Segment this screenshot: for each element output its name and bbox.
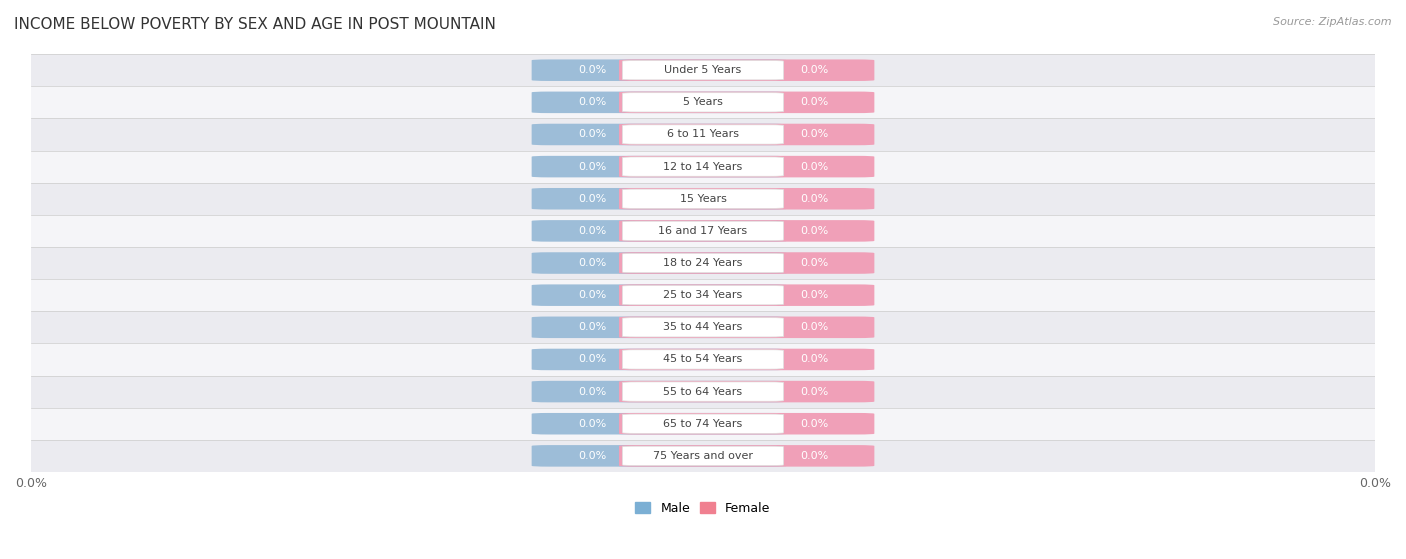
Text: 0.0%: 0.0% [578, 354, 606, 364]
FancyBboxPatch shape [531, 445, 787, 467]
FancyBboxPatch shape [531, 92, 787, 113]
Bar [31, 215, 1375, 247]
FancyBboxPatch shape [531, 316, 787, 338]
FancyBboxPatch shape [619, 156, 875, 177]
Text: 0.0%: 0.0% [578, 323, 606, 332]
Bar [31, 247, 1375, 279]
Text: 0.0%: 0.0% [578, 258, 606, 268]
FancyBboxPatch shape [619, 92, 875, 113]
FancyBboxPatch shape [623, 350, 783, 369]
FancyBboxPatch shape [531, 252, 787, 274]
Text: 0.0%: 0.0% [578, 290, 606, 300]
Bar [31, 54, 1375, 86]
Bar [31, 311, 1375, 343]
Text: 0.0%: 0.0% [578, 419, 606, 429]
FancyBboxPatch shape [531, 156, 787, 177]
Text: 12 to 14 Years: 12 to 14 Years [664, 162, 742, 172]
FancyBboxPatch shape [623, 221, 783, 240]
FancyBboxPatch shape [623, 382, 783, 401]
Text: 0.0%: 0.0% [578, 65, 606, 75]
Legend: Male, Female: Male, Female [630, 497, 776, 520]
Text: 75 Years and over: 75 Years and over [652, 451, 754, 461]
Text: 45 to 54 Years: 45 to 54 Years [664, 354, 742, 364]
FancyBboxPatch shape [619, 285, 875, 306]
FancyBboxPatch shape [531, 413, 787, 434]
Text: 55 to 64 Years: 55 to 64 Years [664, 387, 742, 396]
FancyBboxPatch shape [619, 252, 875, 274]
Bar [31, 119, 1375, 150]
Text: 0.0%: 0.0% [800, 162, 828, 172]
FancyBboxPatch shape [623, 318, 783, 337]
FancyBboxPatch shape [619, 220, 875, 241]
FancyBboxPatch shape [623, 60, 783, 80]
Text: 0.0%: 0.0% [800, 387, 828, 396]
FancyBboxPatch shape [619, 381, 875, 402]
Text: 0.0%: 0.0% [800, 65, 828, 75]
Bar [31, 150, 1375, 183]
FancyBboxPatch shape [623, 125, 783, 144]
FancyBboxPatch shape [531, 124, 787, 145]
Bar [31, 343, 1375, 376]
Text: 18 to 24 Years: 18 to 24 Years [664, 258, 742, 268]
FancyBboxPatch shape [619, 349, 875, 370]
FancyBboxPatch shape [619, 59, 875, 81]
Text: 15 Years: 15 Years [679, 194, 727, 203]
FancyBboxPatch shape [531, 381, 787, 402]
FancyBboxPatch shape [623, 446, 783, 466]
FancyBboxPatch shape [619, 316, 875, 338]
Text: 6 to 11 Years: 6 to 11 Years [666, 130, 740, 140]
Text: 5 Years: 5 Years [683, 97, 723, 107]
FancyBboxPatch shape [619, 188, 875, 210]
Text: 65 to 74 Years: 65 to 74 Years [664, 419, 742, 429]
Text: 0.0%: 0.0% [800, 258, 828, 268]
Text: 16 and 17 Years: 16 and 17 Years [658, 226, 748, 236]
Bar [31, 408, 1375, 440]
Bar [31, 440, 1375, 472]
Text: 35 to 44 Years: 35 to 44 Years [664, 323, 742, 332]
FancyBboxPatch shape [619, 413, 875, 434]
FancyBboxPatch shape [623, 253, 783, 273]
Text: 0.0%: 0.0% [800, 97, 828, 107]
Bar [31, 183, 1375, 215]
Text: 0.0%: 0.0% [578, 194, 606, 203]
Text: 25 to 34 Years: 25 to 34 Years [664, 290, 742, 300]
Text: Under 5 Years: Under 5 Years [665, 65, 741, 75]
Text: 0.0%: 0.0% [578, 130, 606, 140]
FancyBboxPatch shape [623, 189, 783, 209]
Text: 0.0%: 0.0% [578, 226, 606, 236]
FancyBboxPatch shape [531, 285, 787, 306]
Text: 0.0%: 0.0% [800, 290, 828, 300]
Text: 0.0%: 0.0% [578, 162, 606, 172]
Text: 0.0%: 0.0% [800, 354, 828, 364]
FancyBboxPatch shape [623, 93, 783, 112]
FancyBboxPatch shape [623, 157, 783, 176]
Text: 0.0%: 0.0% [578, 451, 606, 461]
Text: INCOME BELOW POVERTY BY SEX AND AGE IN POST MOUNTAIN: INCOME BELOW POVERTY BY SEX AND AGE IN P… [14, 17, 496, 32]
Text: 0.0%: 0.0% [800, 419, 828, 429]
Text: Source: ZipAtlas.com: Source: ZipAtlas.com [1274, 17, 1392, 27]
FancyBboxPatch shape [619, 445, 875, 467]
FancyBboxPatch shape [531, 220, 787, 241]
Text: 0.0%: 0.0% [800, 323, 828, 332]
FancyBboxPatch shape [623, 286, 783, 305]
Text: 0.0%: 0.0% [800, 130, 828, 140]
FancyBboxPatch shape [531, 59, 787, 81]
FancyBboxPatch shape [531, 188, 787, 210]
Bar [31, 86, 1375, 119]
Text: 0.0%: 0.0% [800, 194, 828, 203]
FancyBboxPatch shape [623, 414, 783, 433]
Text: 0.0%: 0.0% [800, 226, 828, 236]
Text: 0.0%: 0.0% [800, 451, 828, 461]
FancyBboxPatch shape [619, 124, 875, 145]
FancyBboxPatch shape [531, 349, 787, 370]
Text: 0.0%: 0.0% [578, 387, 606, 396]
Bar [31, 279, 1375, 311]
Bar [31, 376, 1375, 408]
Text: 0.0%: 0.0% [578, 97, 606, 107]
